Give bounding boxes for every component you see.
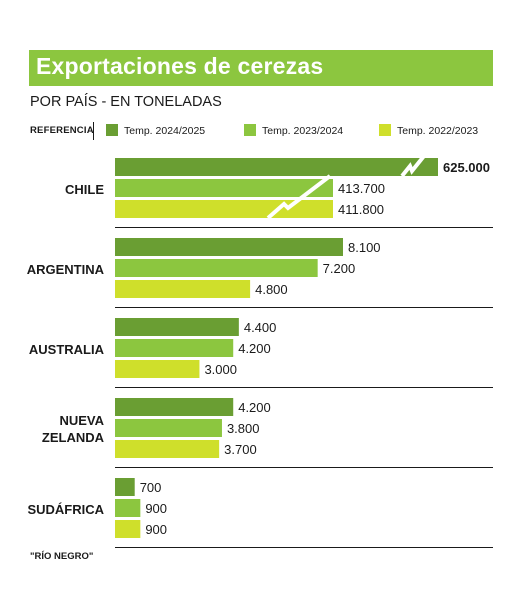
legend-item-2024-2025: Temp. 2024/2025 bbox=[106, 124, 205, 137]
bar-nueva-zelanda-1 bbox=[115, 398, 234, 416]
bar-argentina-3 bbox=[115, 280, 251, 298]
legend-item-2023-2024: Temp. 2023/2024 bbox=[244, 124, 343, 137]
bar-argentina-1 bbox=[115, 238, 343, 256]
bar-nueva-zelanda-3 bbox=[115, 440, 220, 458]
legend-swatch bbox=[106, 124, 118, 136]
bar-chile-2 bbox=[115, 179, 333, 197]
data-label-argentina-3: 4.800 bbox=[255, 282, 288, 297]
category-label-nueva-zelanda: NUEVA ZELANDA bbox=[42, 413, 105, 445]
data-label-chile-1: 625.000 bbox=[443, 160, 490, 175]
data-label-australia-2: 4.200 bbox=[238, 341, 271, 356]
axis-break-mark bbox=[400, 154, 426, 178]
bar-argentina-2 bbox=[115, 259, 318, 277]
data-label-sudafrica-2: 900 bbox=[145, 501, 167, 516]
bar-nueva-zelanda-2 bbox=[115, 419, 222, 437]
legend: REFERENCIA Temp. 2024/2025 Temp. 2023/20… bbox=[30, 122, 500, 140]
legend-swatch bbox=[379, 124, 391, 136]
chart-title: Exportaciones de cerezas bbox=[36, 53, 324, 79]
bar-sudafrica-3 bbox=[115, 520, 141, 538]
data-label-chile-2: 413.700 bbox=[338, 181, 385, 196]
data-label-australia-1: 4.400 bbox=[244, 320, 277, 335]
bar-chile-3 bbox=[115, 200, 333, 218]
bar-australia-3 bbox=[115, 360, 200, 378]
data-label-sudafrica-3: 900 bbox=[145, 522, 167, 537]
legend-label: Temp. 2022/2023 bbox=[397, 125, 479, 137]
category-label-chile: CHILE bbox=[65, 182, 104, 197]
axis-break-mark bbox=[266, 174, 332, 220]
category-label-sudafrica: SUDÁFRICA bbox=[27, 502, 104, 517]
legend-heading: REFERENCIA bbox=[30, 125, 94, 136]
data-label-australia-3: 3.000 bbox=[204, 362, 237, 377]
bar-chile-1 bbox=[115, 158, 438, 176]
legend-label: Temp. 2024/2025 bbox=[124, 125, 206, 137]
bar-australia-1 bbox=[115, 318, 239, 336]
legend-item-2022-2023: Temp. 2022/2023 bbox=[379, 124, 478, 137]
legend-swatch bbox=[244, 124, 256, 136]
bar-sudafrica-2 bbox=[115, 499, 141, 517]
data-label-chile-3: 411.800 bbox=[338, 202, 384, 217]
data-label-nueva-zelanda-1: 4.200 bbox=[238, 400, 271, 415]
bar-australia-2 bbox=[115, 339, 234, 357]
legend-divider bbox=[93, 122, 94, 140]
title-bar bbox=[29, 50, 493, 86]
category-label-australia: AUSTRALIA bbox=[29, 342, 105, 357]
source-credit: "RÍO NEGRO" bbox=[30, 551, 94, 562]
data-label-nueva-zelanda-2: 3.800 bbox=[227, 421, 260, 436]
data-label-argentina-2: 7.200 bbox=[323, 261, 356, 276]
data-label-sudafrica-1: 700 bbox=[140, 480, 162, 495]
bar-sudafrica-1 bbox=[115, 478, 135, 496]
data-label-argentina-1: 8.100 bbox=[348, 240, 381, 255]
chart-subtitle: POR PAÍS - EN TONELADAS bbox=[30, 94, 222, 110]
legend-label: Temp. 2023/2024 bbox=[262, 125, 344, 137]
category-label-argentina: ARGENTINA bbox=[27, 262, 105, 277]
data-label-nueva-zelanda-3: 3.700 bbox=[224, 442, 257, 457]
